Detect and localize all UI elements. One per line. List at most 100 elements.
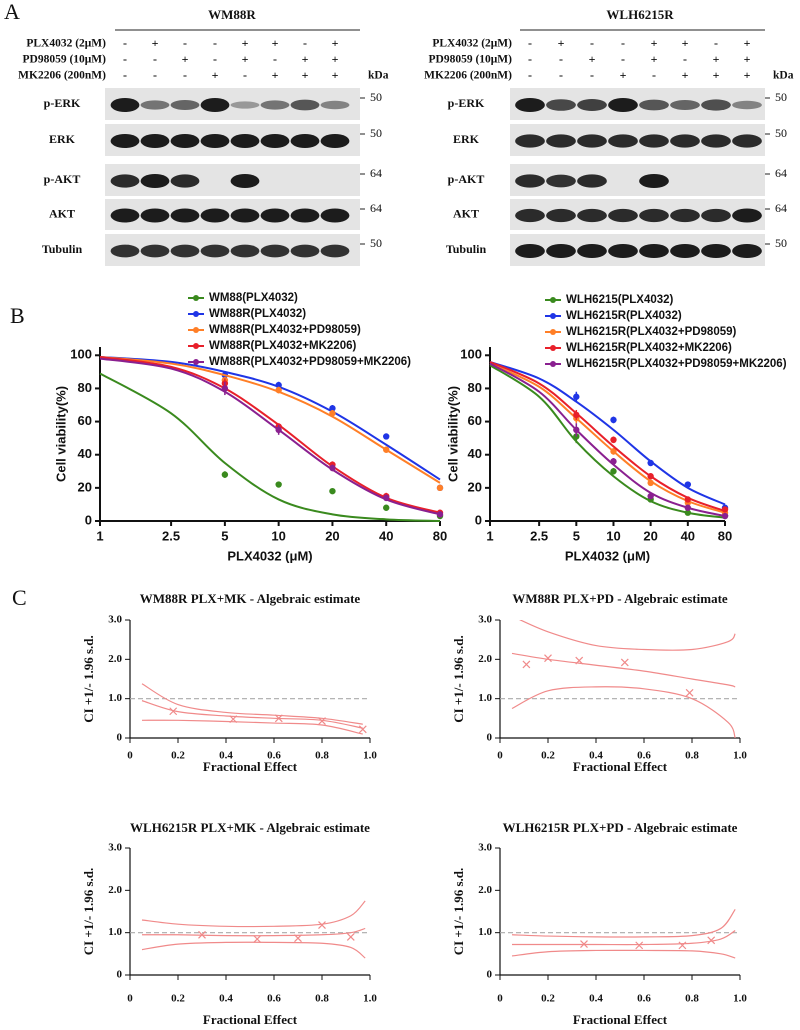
- blot-band: [200, 134, 230, 148]
- data-point: [647, 473, 654, 480]
- chart: 1 2.5 5 10 20 40 80 0 20 40 60 80 100 PLX4032 (μM) Cel…: [445, 294, 786, 563]
- x-tick-label: 0.2: [171, 993, 185, 1005]
- treatment-sign: +: [272, 36, 279, 50]
- chart: 0 0.2 0.4 0.6 0.8 1.0 0 1.0 2.0 3.0 Fractional Eff…: [81, 820, 377, 1027]
- blot-band: [546, 99, 576, 111]
- treatment-sign: +: [302, 52, 309, 66]
- x-tick-label: 80: [433, 528, 447, 543]
- blot-band: [230, 174, 260, 188]
- blot-band: [200, 244, 230, 258]
- blot-title: WLH6215R: [606, 7, 674, 22]
- marker-label: 64: [370, 201, 382, 215]
- treatment-sign: +: [332, 52, 339, 66]
- blot-band: [546, 208, 576, 223]
- chart: 1 2.5 5 10 20 40 80 0 20 40 60 80 100 PLX4032 (μM) Cel…: [53, 292, 447, 563]
- x-tick-label: 1: [96, 528, 103, 543]
- y-axis-label: CI +1/- 1.96 s.d.: [81, 868, 96, 956]
- legend-marker: [193, 327, 199, 333]
- ci-curve: [511, 686, 736, 738]
- x-tick-label: 10: [606, 528, 620, 543]
- x-tick-label: 0.6: [267, 993, 281, 1005]
- blot-band: [170, 134, 200, 148]
- x-tick-label: 40: [379, 528, 393, 543]
- ci-curve: [511, 930, 736, 946]
- y-tick-label: 2.0: [478, 884, 492, 896]
- treatment-sign: -: [683, 52, 687, 66]
- blot-band: [230, 101, 260, 109]
- treatment-sign: +: [272, 68, 279, 82]
- treatment-sign: +: [212, 68, 219, 82]
- x-tick-label: 40: [681, 528, 695, 543]
- panel-label: C: [12, 585, 27, 610]
- marker-label: 64: [775, 166, 787, 180]
- y-tick-label: 80: [468, 380, 482, 395]
- treatment-sign: -: [303, 36, 307, 50]
- data-point: [221, 385, 229, 392]
- row-label: Tubulin: [42, 242, 83, 256]
- x-tick-label: 0.2: [541, 993, 555, 1005]
- x-tick-label: 1.0: [363, 750, 377, 762]
- blot-band: [515, 174, 545, 188]
- data-point: [635, 941, 644, 950]
- blot-band: [515, 98, 545, 112]
- treatment-sign: -: [559, 68, 563, 82]
- data-point: [685, 688, 694, 697]
- chart-title: WM88R PLX+MK - Algebraic estimate: [140, 591, 361, 606]
- y-tick-label: 1.0: [478, 692, 492, 704]
- data-point: [383, 446, 390, 453]
- data-point: [647, 492, 654, 500]
- marker-label: 64: [370, 166, 382, 180]
- ci-curve: [511, 909, 736, 938]
- x-tick-label: 20: [643, 528, 657, 543]
- blot-band: [110, 174, 140, 188]
- blot-band: [200, 208, 230, 223]
- legend-label: WLH6215R(PLX4032): [566, 310, 682, 322]
- data-point: [329, 405, 336, 412]
- y-axis-label: Cell viability(%): [53, 386, 68, 482]
- blot-band: [701, 244, 731, 258]
- treatment-sign: -: [123, 36, 127, 50]
- row-label: AKT: [49, 206, 75, 220]
- x-tick-label: 20: [325, 528, 339, 543]
- chart: 0 0.2 0.4 0.6 0.8 1.0 0 1.0 2.0 3.0 Fractional Eff…: [81, 591, 377, 774]
- treatment-sign: +: [620, 68, 627, 82]
- treatment-sign: -: [183, 68, 187, 82]
- ci-curve: [519, 620, 736, 651]
- blot-band: [732, 208, 762, 223]
- blot-band: [546, 134, 576, 148]
- treatment-sign: -: [528, 68, 532, 82]
- data-point: [573, 393, 580, 400]
- data-point: [573, 426, 580, 434]
- row-label: p-AKT: [448, 172, 485, 186]
- blot-band: [670, 244, 700, 258]
- x-tick-label: 0.8: [685, 750, 699, 762]
- data-point: [522, 660, 531, 669]
- marker-label: 50: [370, 126, 382, 140]
- blot-band: [170, 174, 200, 188]
- treatment-sign: -: [559, 52, 563, 66]
- y-tick-label: 3.0: [108, 842, 122, 854]
- x-axis-label: Fractional Effect: [573, 759, 668, 774]
- data-point: [610, 448, 617, 455]
- data-point: [573, 411, 580, 419]
- y-axis-label: Cell viability(%): [445, 386, 460, 482]
- blot-band: [546, 174, 576, 188]
- treatment-sign: +: [651, 52, 658, 66]
- y-axis-label: CI +1/- 1.96 s.d.: [451, 868, 466, 956]
- blot-band: [546, 244, 576, 258]
- x-axis-label: PLX4032 (μM): [565, 548, 650, 563]
- y-tick-label: 3.0: [108, 614, 122, 626]
- data-point: [358, 725, 367, 734]
- data-point: [221, 471, 229, 478]
- fit-curve: [99, 372, 441, 522]
- treatment-sign: +: [682, 68, 689, 82]
- treatment-label: PLX4032 (2μM): [432, 38, 512, 50]
- y-tick-label: 0: [85, 512, 92, 527]
- treatment-sign: +: [589, 52, 596, 66]
- y-tick-label: 2.0: [478, 653, 492, 665]
- blot-band: [320, 208, 350, 223]
- data-point: [575, 656, 584, 665]
- legend-label: WLH6215(PLX4032): [566, 294, 674, 306]
- blot-band: [230, 244, 260, 258]
